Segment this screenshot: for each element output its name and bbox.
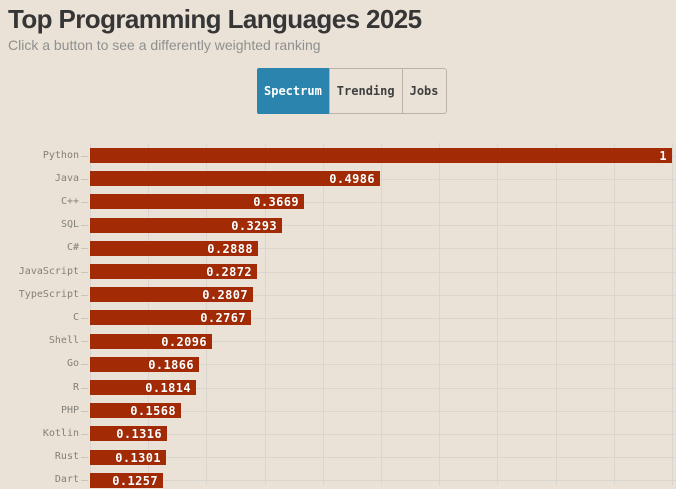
vertical-gridline (381, 143, 382, 485)
value-label: 1 (659, 149, 667, 163)
value-label: 0.2096 (161, 335, 207, 349)
category-label: Kotlin (42, 428, 79, 439)
category-label: Java (54, 173, 79, 184)
axis-tick (81, 248, 88, 249)
row-gridline (90, 202, 676, 203)
jobs-button[interactable]: Jobs (401, 69, 446, 113)
bar: 0.1301 (90, 450, 166, 465)
value-label: 0.2888 (207, 242, 253, 256)
vertical-gridline (613, 143, 615, 485)
bar: 0.4986 (90, 171, 380, 186)
bar: 0.1814 (90, 380, 196, 395)
bar-chart: Python 1 Java 0.4986 C++ 0.3669 SQL 0.3293 C# 0.2… (0, 130, 676, 488)
value-label: 0.1568 (130, 404, 176, 418)
category-label: PHP (60, 405, 79, 416)
category-label: R (72, 382, 79, 393)
vertical-gridline (439, 143, 441, 485)
vertical-gridline (497, 143, 499, 485)
axis-tick (81, 388, 88, 389)
value-label: 0.1301 (115, 451, 161, 465)
axis-tick (81, 411, 88, 412)
axis-tick (81, 318, 88, 319)
axis-tick (81, 457, 88, 458)
row-gridline (90, 295, 676, 296)
row-gridline (90, 179, 676, 180)
bar: 0.3669 (90, 194, 304, 209)
axis-tick (81, 225, 88, 226)
vertical-gridline (555, 143, 557, 485)
row-gridline (90, 364, 676, 365)
bar: 0.1568 (90, 403, 181, 418)
weighting-toggle-group: Spectrum Trending Jobs (257, 68, 447, 114)
bar: 1 (90, 148, 672, 163)
axis-tick (81, 295, 88, 296)
bar: 0.2807 (90, 287, 253, 302)
category-label: TypeScript (18, 289, 79, 300)
vertical-gridline (672, 143, 673, 485)
row-gridline (90, 225, 676, 226)
axis-tick (81, 179, 88, 180)
value-label: 0.3293 (231, 219, 277, 233)
value-label: 0.1316 (116, 427, 162, 441)
category-label: Go (66, 358, 79, 369)
bar: 0.1866 (90, 357, 199, 372)
row-gridline (90, 248, 676, 249)
value-label: 0.1866 (148, 358, 194, 372)
bar: 0.2096 (90, 334, 212, 349)
row-gridline (90, 411, 676, 412)
bar: 0.2872 (90, 264, 257, 279)
category-label: C++ (60, 196, 79, 207)
category-label: Dart (54, 474, 79, 485)
page-subtitle: Click a button to see a differently weig… (8, 37, 321, 53)
category-label: C (72, 312, 79, 323)
vertical-gridline (322, 143, 324, 485)
value-label: 0.2807 (202, 288, 248, 302)
category-label: Shell (48, 335, 79, 346)
vertical-gridline (264, 143, 266, 485)
row-gridline (90, 434, 676, 435)
bar: 0.1257 (90, 473, 163, 488)
axis-tick (81, 364, 88, 365)
page-title: Top Programming Languages 2025 (8, 4, 422, 34)
category-label: Python (42, 150, 79, 161)
trending-button[interactable]: Trending (328, 69, 402, 113)
value-label: 0.3669 (253, 195, 299, 209)
axis-tick (81, 434, 88, 435)
row-gridline (90, 318, 676, 319)
category-label: SQL (60, 219, 79, 230)
bar: 0.3293 (90, 218, 282, 233)
axis-tick (81, 202, 88, 203)
value-label: 0.1814 (145, 381, 191, 395)
category-label: C# (66, 242, 79, 253)
axis-tick (81, 272, 88, 273)
category-label: Rust (54, 451, 79, 462)
row-gridline (90, 457, 676, 458)
bar: 0.2767 (90, 310, 251, 325)
axis-tick (81, 480, 88, 481)
spectrum-button[interactable]: Spectrum (257, 68, 329, 114)
bar: 0.2888 (90, 241, 258, 256)
row-gridline (90, 388, 676, 389)
value-label: 0.1257 (112, 474, 158, 488)
bar: 0.1316 (90, 426, 167, 441)
row-gridline (90, 480, 676, 481)
value-label: 0.2872 (206, 265, 252, 279)
category-label: JavaScript (18, 266, 79, 277)
value-label: 0.4986 (329, 172, 375, 186)
axis-tick (81, 156, 88, 157)
value-label: 0.2767 (200, 311, 246, 325)
axis-tick (81, 341, 88, 342)
row-gridline (90, 272, 676, 273)
row-gridline (90, 341, 676, 342)
